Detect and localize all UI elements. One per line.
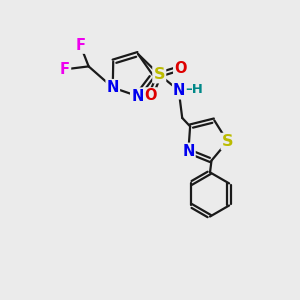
Text: O: O: [144, 88, 157, 103]
Text: –H: –H: [186, 83, 203, 96]
Text: N: N: [106, 80, 119, 95]
Text: S: S: [222, 134, 233, 149]
Text: O: O: [174, 61, 187, 76]
Text: N: N: [182, 144, 195, 159]
Text: S: S: [154, 67, 165, 82]
Text: N: N: [131, 88, 143, 104]
Text: F: F: [60, 62, 70, 77]
Text: N: N: [173, 83, 185, 98]
Text: F: F: [75, 38, 85, 53]
